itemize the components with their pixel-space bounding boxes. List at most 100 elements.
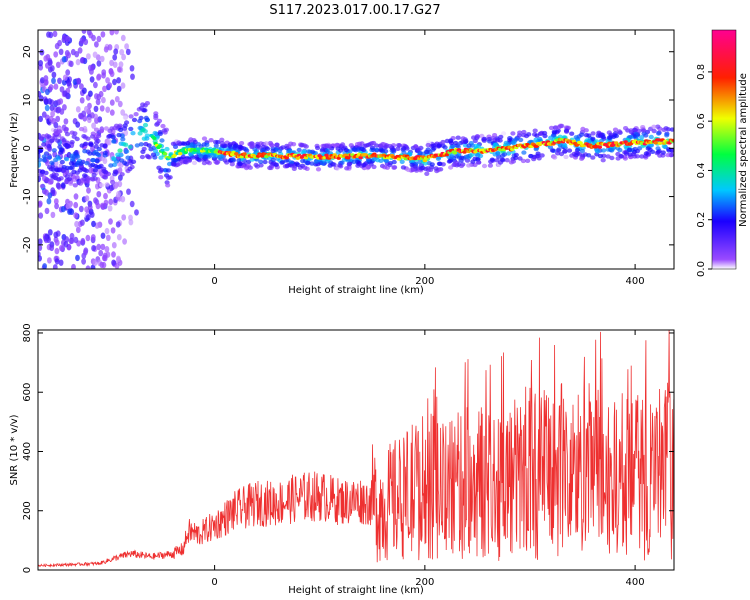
heatmap-cell <box>548 135 554 140</box>
heatmap-cell <box>44 189 49 196</box>
heatmap-cell <box>615 156 621 161</box>
heatmap-cell <box>54 247 60 255</box>
heatmap-cell <box>44 104 50 112</box>
heatmap-cell <box>506 151 512 156</box>
heatmap-cell <box>71 263 76 269</box>
spectrogram-ylabel: Frequency (Hz) <box>9 112 20 188</box>
heatmap-cell <box>90 177 96 182</box>
heatmap-cell <box>84 206 89 213</box>
heatmap-cell <box>53 51 59 58</box>
heatmap-cell <box>557 143 564 148</box>
heatmap-cell <box>99 55 105 63</box>
heatmap-cell <box>448 140 454 146</box>
heatmap-cell <box>433 166 439 171</box>
heatmap-cell <box>657 141 663 145</box>
heatmap-cell <box>143 115 149 121</box>
heatmap-cell <box>219 137 225 142</box>
heatmap-cell <box>405 167 412 173</box>
colorbar: 0.0 0.2 0.4 0.6 0.8 Normalized spectral ampl… <box>696 29 749 277</box>
heatmap-cell <box>107 82 113 89</box>
heatmap-cell <box>562 149 568 154</box>
heatmap-cell <box>165 175 171 180</box>
heatmap-cell <box>521 129 527 135</box>
heatmap-cell <box>101 168 107 174</box>
heatmap-cell <box>157 169 163 174</box>
heatmap-cell <box>157 131 163 136</box>
heatmap-cell <box>38 200 43 207</box>
heatmap-cell <box>46 134 52 139</box>
heatmap-cell <box>95 138 101 144</box>
heatmap-cell <box>47 180 53 185</box>
heatmap-cell <box>399 159 405 164</box>
heatmap-cell <box>371 164 377 170</box>
heatmap-cell <box>219 141 225 146</box>
heatmap-cell <box>88 142 94 147</box>
heatmap-cell <box>38 175 41 183</box>
heatmap-cell <box>89 76 95 83</box>
heatmap-cell <box>166 161 173 167</box>
colorbar-tick-label: 0.2 <box>696 212 707 228</box>
heatmap-cell <box>475 153 481 158</box>
heatmap-cell <box>73 201 79 209</box>
heatmap-cell <box>88 167 94 174</box>
heatmap-cell <box>590 131 596 136</box>
heatmap-cell <box>450 144 456 149</box>
heatmap-cell <box>481 163 488 169</box>
heatmap-cell <box>300 158 306 164</box>
heatmap-cell <box>176 140 182 145</box>
heatmap-cell <box>152 136 157 140</box>
snr-series-line <box>38 330 674 568</box>
heatmap-cell <box>631 151 637 157</box>
heatmap-cell <box>61 165 67 170</box>
heatmap-cell <box>90 158 96 163</box>
heatmap-cell <box>115 221 121 228</box>
heatmap-cell <box>71 134 77 139</box>
heatmap-cell <box>42 263 47 269</box>
heatmap-cell <box>391 149 397 154</box>
heatmap-cell <box>664 133 670 138</box>
heatmap-cell <box>116 85 122 93</box>
heatmap-cell <box>586 153 592 158</box>
heatmap-cell <box>85 214 91 221</box>
heatmap-cell <box>391 159 397 165</box>
heatmap-cell <box>378 143 384 148</box>
heatmap-cell <box>481 138 487 143</box>
heatmap-cell <box>84 168 90 174</box>
heatmap-cell <box>531 156 537 162</box>
heatmap-cell <box>112 54 118 61</box>
heatmap-cell <box>87 151 93 156</box>
heatmap-cell <box>270 157 276 163</box>
heatmap-cell <box>108 218 113 225</box>
heatmap-cell <box>129 65 135 72</box>
heatmap-cell <box>124 43 129 50</box>
heatmap-cell <box>573 153 579 158</box>
heatmap-cell <box>503 140 509 146</box>
heatmap-cell <box>358 156 363 160</box>
heatmap-cell <box>86 53 91 60</box>
heatmap-cell <box>250 144 256 149</box>
heatmap-cell <box>86 187 91 194</box>
heatmap-cell <box>121 53 126 61</box>
heatmap-cell <box>38 149 41 155</box>
heatmap-cell <box>98 90 104 98</box>
heatmap-cell <box>653 141 658 145</box>
heatmap-cell <box>655 146 661 151</box>
heatmap-cell <box>78 161 84 166</box>
heatmap-cell <box>460 139 466 145</box>
heatmap-cell <box>236 158 242 163</box>
heatmap-cell <box>361 162 367 168</box>
heatmap-cell <box>556 125 562 130</box>
heatmap-cell <box>119 172 125 177</box>
heatmap-cell <box>151 145 157 150</box>
colorbar-gradient <box>712 30 736 269</box>
heatmap-cell <box>100 31 106 38</box>
colorbar-label: Normalized spectral amplitude <box>738 73 749 227</box>
heatmap-cell <box>161 128 167 133</box>
heatmap-cell <box>455 135 461 140</box>
heatmap-cell <box>62 74 68 81</box>
y-tick-label: 0 <box>22 567 33 573</box>
snr-ticks: 0 200 400 0 200 400 600 800 <box>22 323 674 588</box>
heatmap-cell <box>52 135 58 141</box>
heatmap-cell <box>107 205 113 212</box>
heatmap-cell <box>127 144 133 150</box>
